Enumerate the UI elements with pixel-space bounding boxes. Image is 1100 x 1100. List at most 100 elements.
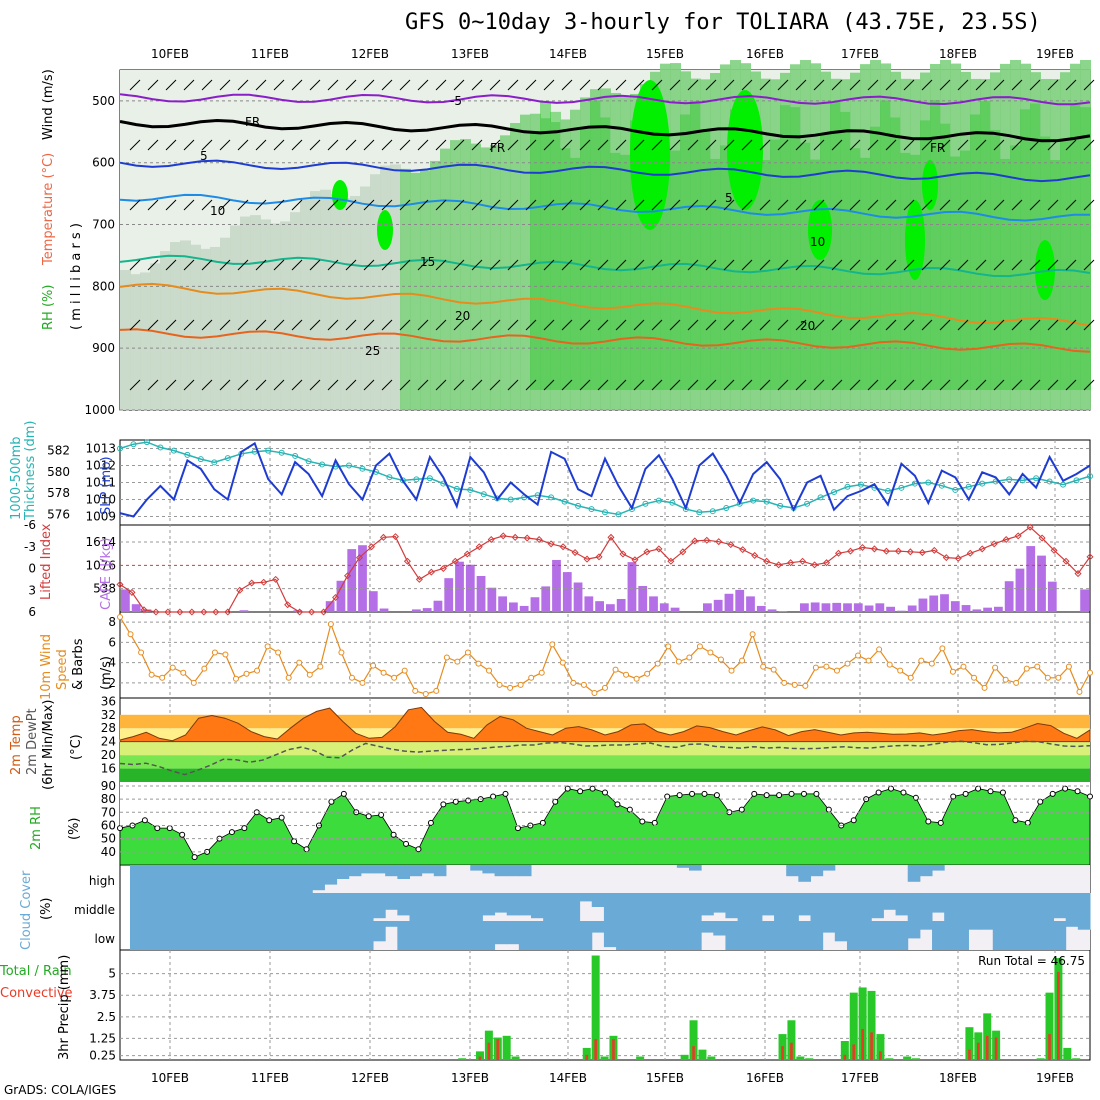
cloud-cell [142, 893, 155, 921]
wind-barb [1047, 259, 1059, 271]
wind-barb [561, 379, 573, 391]
wind-barb [345, 379, 357, 391]
li-point [966, 549, 974, 557]
precip-conv-bar [994, 1037, 998, 1060]
li-point [751, 551, 759, 559]
li-point [655, 545, 663, 553]
cloud-cell [166, 893, 180, 921]
wind-barb [633, 319, 645, 331]
wind-speed-point [211, 649, 218, 656]
cloud-cell [421, 893, 435, 921]
cloud-cell [506, 865, 520, 877]
thickness-point [130, 441, 137, 448]
wind-speed-point [770, 666, 777, 673]
wind-barb [993, 259, 1005, 271]
wind-barb [687, 319, 699, 331]
rh-shade-dark [1070, 105, 1081, 390]
cloud-cell [859, 921, 872, 950]
wind-speed-point [180, 669, 187, 676]
date-label-bottom: 16FEB [746, 1071, 784, 1085]
wind-barb [147, 139, 159, 151]
wind-barb [777, 79, 789, 91]
label-temp-units: (°C) [69, 734, 84, 760]
wind-barb [741, 319, 753, 331]
cloud-cell [433, 921, 447, 950]
cloud-cell [980, 921, 994, 930]
cape-bar [703, 603, 712, 612]
precip-total-bar [805, 1058, 814, 1060]
cape-bar [907, 605, 917, 612]
cape-bar [368, 591, 378, 612]
li-point [379, 533, 387, 541]
wind-barb [543, 259, 555, 271]
wind-barb [633, 79, 645, 91]
precip-total-bar [502, 1035, 511, 1060]
thick-tick: 578 [47, 486, 70, 500]
wind-speed-point [285, 674, 292, 681]
wind-barb [291, 199, 303, 211]
wind-barb [723, 379, 735, 391]
cloud-cell [944, 893, 957, 921]
temp-contour-25 [119, 328, 1091, 353]
wind-barb [741, 79, 753, 91]
wind-barb [327, 319, 339, 331]
wind-speed-point [844, 660, 851, 667]
precip-total-bar [475, 1051, 484, 1060]
precip-conv-bar [692, 1046, 695, 1060]
wind-barb [1011, 379, 1023, 391]
thickness-point [117, 445, 123, 452]
wind-speed-point [380, 669, 387, 676]
precip-total-bar [885, 1058, 894, 1060]
wind-barb [237, 259, 249, 271]
wind-barb [1065, 319, 1077, 331]
temp-contour-FR [119, 118, 1091, 143]
cape-tick: 538 [93, 582, 116, 596]
cloud-cell [312, 865, 325, 891]
cloud-cell [409, 865, 423, 877]
cape-bar [1080, 589, 1089, 612]
cloud-cell [761, 921, 775, 950]
wind-speed-point [317, 663, 324, 670]
cloud-cell [628, 921, 641, 950]
cloud-cell [798, 865, 812, 882]
rh-tick: 90 [101, 779, 116, 793]
date-label-bottom: 13FEB [451, 1071, 489, 1085]
thickness-point [602, 509, 608, 516]
rh-shade-dark [810, 159, 821, 390]
cloud-cell [919, 921, 933, 930]
li-point [763, 557, 771, 565]
wind-barb [795, 379, 807, 391]
cape-tick: 1076 [85, 558, 116, 572]
pressure-tick: 800 [92, 279, 115, 293]
cloud-cell [312, 893, 325, 921]
cloud-cell [798, 893, 812, 916]
precip-total-bar [591, 955, 600, 1060]
wind-barb [1065, 379, 1077, 391]
rh-shade [450, 140, 461, 410]
wind-barb [147, 319, 159, 331]
precip-tick: 3.75 [89, 988, 116, 1002]
cape-bar [864, 605, 874, 612]
wind-barb [399, 139, 411, 151]
cape-bar [519, 605, 529, 612]
cloud-cell [1017, 921, 1030, 950]
cape-bar [1047, 581, 1057, 612]
rh-tick: 70 [101, 805, 116, 819]
li-point [224, 608, 232, 616]
cloud-cell [786, 865, 799, 877]
precip-total-bar [840, 1041, 849, 1060]
thickness-point [938, 482, 945, 489]
li-point [811, 561, 819, 569]
cape-bar [778, 611, 788, 612]
wind-speed-point [370, 662, 377, 669]
wind-barb [867, 199, 879, 211]
rh-shade-dark [820, 133, 831, 390]
wind-barb [543, 379, 555, 391]
li-point [1050, 546, 1058, 554]
rh-shade-dark [1080, 107, 1091, 391]
rh-point [514, 825, 521, 832]
wind-barb [651, 79, 663, 91]
cloud-cell [348, 893, 362, 921]
cape-bar [843, 603, 852, 612]
wind-barb [363, 139, 375, 151]
